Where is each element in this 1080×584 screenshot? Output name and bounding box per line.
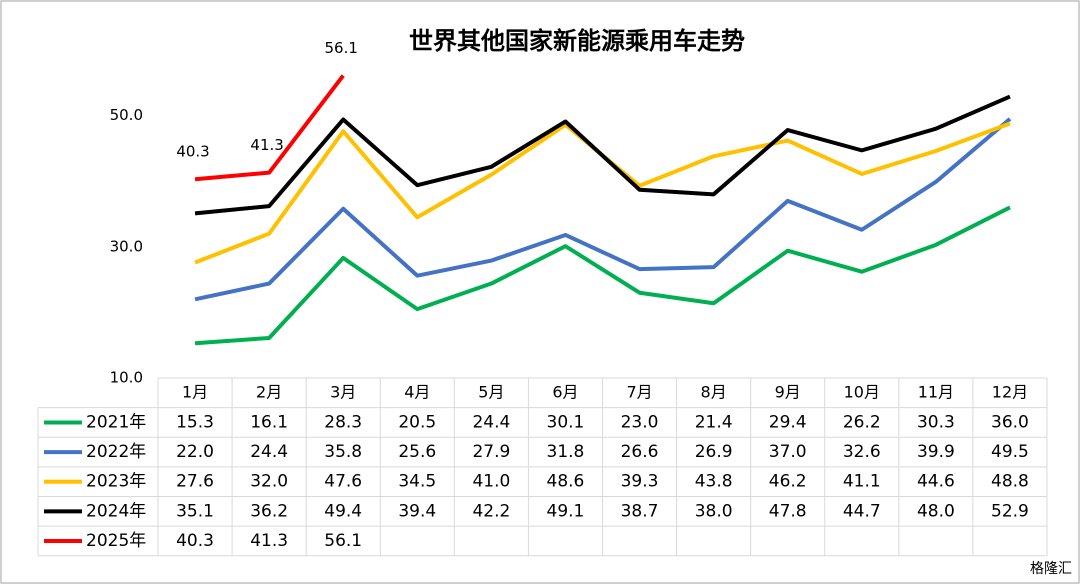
- table-cell: 43.8: [695, 472, 733, 492]
- series-line: [194, 117, 1012, 302]
- table-cell: 52.9: [991, 501, 1029, 521]
- x-tick-label: 11月: [918, 382, 954, 401]
- table-cell: 32.0: [250, 472, 288, 492]
- table-cell: 49.5: [991, 442, 1029, 462]
- chart-title: 世界其他国家新能源乘用车走势: [409, 27, 745, 55]
- table-cell: 16.1: [250, 412, 288, 432]
- table-cell: 21.4: [695, 412, 733, 432]
- x-tick-label: 12月: [992, 382, 1028, 401]
- table-cell: 15.3: [176, 412, 214, 432]
- table-cell: 25.6: [398, 442, 436, 462]
- data-label: 40.3: [176, 143, 209, 161]
- table-cell: 23.0: [621, 412, 659, 432]
- table-cell: 48.0: [917, 501, 955, 521]
- legend-label: 2025年: [86, 531, 146, 551]
- table-cell: 35.8: [324, 442, 362, 462]
- table-cell: 49.1: [547, 501, 585, 521]
- legend-label: 2021年: [86, 412, 146, 432]
- y-tick-label: 50.0: [110, 106, 143, 124]
- table-cell: 26.9: [695, 442, 733, 462]
- table-cell: 29.4: [769, 412, 807, 432]
- table-cell: 24.4: [472, 412, 510, 432]
- data-label: 41.3: [250, 136, 283, 154]
- legend-label: 2024年: [86, 501, 146, 521]
- series-line: [194, 94, 1011, 216]
- table-cell: 44.7: [843, 501, 881, 521]
- table-cell: 49.4: [324, 501, 362, 521]
- x-tick-label: 2月: [256, 382, 282, 401]
- y-tick-label: 10.0: [110, 369, 143, 387]
- x-tick-label: 9月: [775, 382, 801, 401]
- table-cell: 26.2: [843, 412, 881, 432]
- table-cell: 36.0: [991, 412, 1029, 432]
- legend-label: 2023年: [86, 472, 146, 492]
- table-cell: 28.3: [324, 412, 362, 432]
- table-cell: 26.6: [621, 442, 659, 462]
- table-cell: 41.3: [250, 531, 288, 551]
- table-cell: 31.8: [547, 442, 585, 462]
- x-tick-label: 3月: [330, 382, 356, 401]
- table-cell: 20.5: [398, 412, 436, 432]
- table-cell: 37.0: [769, 442, 807, 462]
- table-cell: 40.3: [176, 531, 214, 551]
- x-tick-label: 1月: [182, 382, 208, 401]
- table-cell: 47.6: [324, 472, 362, 492]
- table-cell: 38.7: [621, 501, 659, 521]
- table-cell: 32.6: [843, 442, 881, 462]
- table-cell: 35.1: [176, 501, 214, 521]
- x-tick-label: 4月: [404, 382, 430, 401]
- table-cell: 44.6: [917, 472, 955, 492]
- table-cell: 39.4: [398, 501, 436, 521]
- table-cell: 46.2: [769, 472, 807, 492]
- data-label: 56.1: [325, 39, 358, 57]
- table-cell: 30.3: [917, 412, 955, 432]
- table-cell: 30.1: [547, 412, 585, 432]
- table-cell: 34.5: [398, 472, 436, 492]
- table-cell: 41.1: [843, 472, 881, 492]
- x-tick-label: 8月: [701, 382, 727, 401]
- table-cell: 47.8: [769, 501, 807, 521]
- table-cell: 48.8: [991, 472, 1029, 492]
- x-tick-label: 7月: [626, 382, 652, 401]
- table-cell: 27.6: [176, 472, 214, 492]
- table-cell: 56.1: [324, 531, 362, 551]
- table-cell: 36.2: [250, 501, 288, 521]
- table-cell: 39.3: [621, 472, 659, 492]
- table-cell: 48.6: [547, 472, 585, 492]
- y-tick-label: 30.0: [110, 237, 143, 255]
- table-cell: 41.0: [472, 472, 510, 492]
- x-tick-label: 10月: [844, 382, 880, 401]
- table-cell: 22.0: [176, 442, 214, 462]
- x-tick-label: 5月: [478, 382, 504, 401]
- table-cell: 24.4: [250, 442, 288, 462]
- series-line: [194, 74, 345, 182]
- legend-label: 2022年: [86, 442, 146, 462]
- table-cell: 27.9: [472, 442, 510, 462]
- watermark: 格隆汇: [1030, 561, 1072, 577]
- series-line: [194, 205, 1011, 346]
- table-cell: 39.9: [917, 442, 955, 462]
- table-cell: 38.0: [695, 501, 733, 521]
- x-tick-label: 6月: [552, 382, 578, 401]
- table-cell: 42.2: [472, 501, 510, 521]
